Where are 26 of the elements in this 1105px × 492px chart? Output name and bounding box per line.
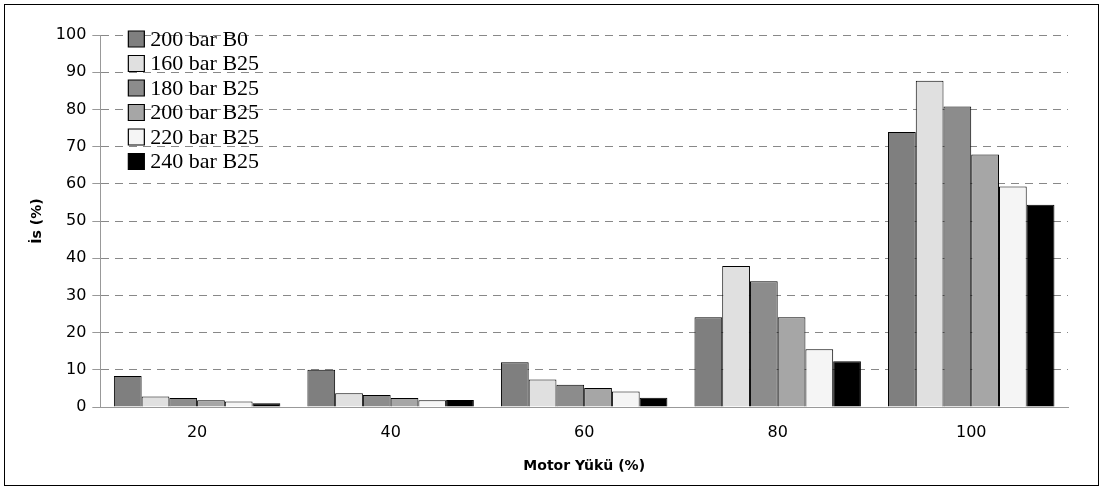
x-axis-title: Motor Yükü (%) xyxy=(523,457,646,474)
x-tick-label: 60 xyxy=(573,421,595,441)
x-tick-label: 100 xyxy=(955,421,987,441)
y-tick-label: 60 xyxy=(65,172,87,192)
y-tick-label: 70 xyxy=(65,135,87,155)
legend-label: 180 bar B25 xyxy=(150,74,260,100)
x-tick-label: 80 xyxy=(767,421,788,441)
y-tick-label: 50 xyxy=(65,210,87,230)
legend-label: 240 bar B25 xyxy=(150,148,260,174)
y-tick-label: 30 xyxy=(65,284,87,304)
bar xyxy=(1026,204,1055,407)
x-tick-label: 20 xyxy=(186,421,208,441)
y-tick-label: 0 xyxy=(76,396,87,416)
y-axis-title: İs (%) xyxy=(28,198,45,244)
bar xyxy=(446,399,474,407)
x-tick-label: 40 xyxy=(380,421,401,441)
legend-label: 200 bar B0 xyxy=(150,25,249,51)
y-tick-label: 20 xyxy=(65,321,87,341)
legend-label: 200 bar B25 xyxy=(150,99,260,125)
y-tick-label: 10 xyxy=(65,358,87,378)
legend-label: 220 bar B25 xyxy=(150,123,260,149)
y-tick-label: 80 xyxy=(65,98,87,118)
y-tick-label: 90 xyxy=(65,61,87,81)
legend-label: 160 bar B25 xyxy=(150,50,260,76)
y-tick-label: 100 xyxy=(55,24,87,44)
y-tick-label: 40 xyxy=(65,247,87,267)
